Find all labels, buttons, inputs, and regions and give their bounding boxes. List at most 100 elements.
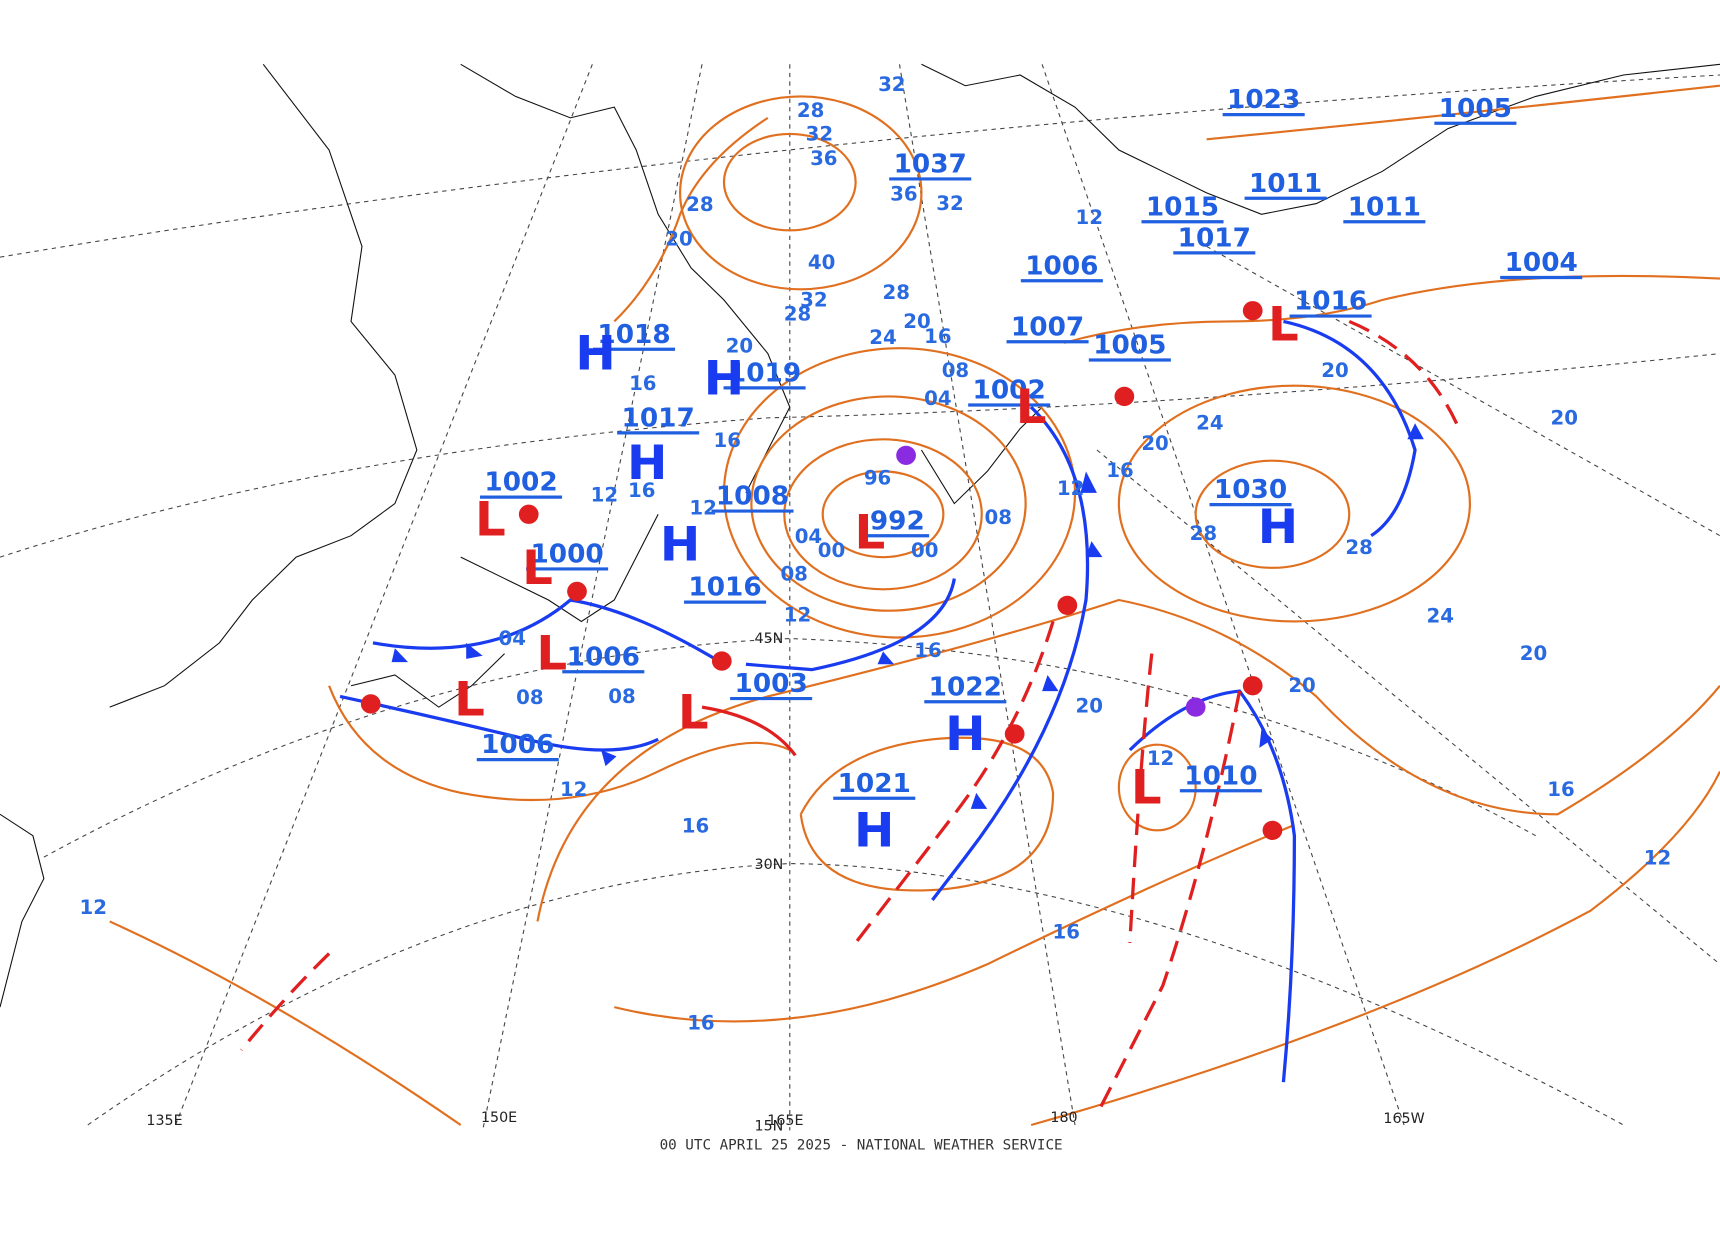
isobar-label: 16 [914,639,941,662]
center-letter: L [522,541,553,595]
center-pressure: 1011 [1348,193,1421,223]
isobar-label: 24 [1427,605,1454,628]
center-pressure: 1006 [1025,252,1098,282]
center-letter: H [575,327,615,381]
isobar-label: 20 [665,228,692,251]
grid-label: 165E [767,1113,803,1129]
isobar-label: 20 [726,335,753,358]
isobar-label: 12 [784,604,811,627]
isobar-label: 28 [882,281,909,304]
isobar-label: 16 [924,325,951,348]
grid-label: 15N [755,1118,784,1134]
isobar-label: 08 [984,506,1011,529]
center-pressure: 1006 [567,643,640,673]
center-pressure: 1019 [728,359,801,389]
isobar-label: 20 [1141,432,1168,455]
isobar-label: 32 [878,73,905,96]
grid-label: 165W [1383,1111,1424,1127]
isobar-label: 04 [499,627,526,650]
center-pressure: 1022 [929,673,1002,703]
isobar-label: 12 [1057,477,1084,500]
isobar-label: 32 [936,192,963,215]
isobar-label: 24 [1196,412,1223,435]
isobar-label: 16 [687,1012,714,1035]
center-letter: L [454,673,485,727]
center-pressure: 1010 [1184,762,1257,792]
coastlines [0,63,1720,1008]
center-letter: H [945,708,985,762]
isobar-label: 16 [629,372,656,395]
grid-label: 135E [146,1113,182,1129]
isobar-label: 40 [808,251,835,274]
center-pressure: 1017 [1178,224,1251,254]
center-pressure: 1023 [1227,85,1300,115]
center-pressure: 1017 [622,404,695,434]
center-pressure: 1015 [1146,193,1219,223]
isobar-label: 12 [1147,747,1174,770]
isobar-label: 12 [689,496,716,519]
isobar-label: 08 [780,563,807,586]
grid-label: 30N [755,857,784,873]
center-pressure: 1002 [973,376,1046,406]
center-pressure: 1030 [1214,475,1287,505]
center-pressure: 1016 [1294,287,1367,317]
isobar-label: 20 [1076,695,1103,718]
isobar-label: 20 [1288,674,1315,697]
isobar-label: 96 [864,466,891,489]
grid-label: 45N [755,631,784,647]
center-letter: H [627,436,667,490]
isobar-label: 28 [1190,522,1217,545]
isobar-label: 04 [924,387,951,410]
grid-label: 180 [1050,1110,1077,1126]
isobar-label: 20 [1520,642,1547,665]
center-pressure: 1003 [735,669,808,699]
isobar-label: 12 [80,896,107,919]
isobar-label: 16 [682,815,709,838]
isobar-label: 16 [1106,459,1133,482]
isobar-label: 28 [1345,536,1372,559]
isobar-label: 20 [1551,406,1578,429]
isobar-label: 28 [686,193,713,216]
center-pressure: 1008 [716,482,789,512]
isobar-label: 08 [516,686,543,709]
center-pressure: 1021 [838,769,911,799]
center-letter: L [854,506,885,560]
isobar-label: 04 [795,525,822,548]
isobar-label: 28 [797,99,824,122]
center-pressure: 1037 [894,150,967,180]
isobar-label: 00 [911,539,938,562]
center-pressure: 1002 [484,468,557,498]
center-pressure: 1007 [1011,313,1084,343]
center-pressure: 1005 [1439,94,1512,124]
center-pressure: 1018 [597,320,670,350]
fronts [240,301,1461,1116]
center-letter: H [1258,501,1298,555]
isobar-label: 12 [1644,847,1671,870]
isobar-label: 12 [560,778,587,801]
center-letter: H [854,804,894,858]
isobar-label: 24 [869,326,896,349]
isobar-label: 12 [591,484,618,507]
isobar-label: 36 [810,147,837,170]
center-pressure: 1000 [530,540,603,570]
center-pressure: 992 [870,507,925,537]
center-letter: L [536,627,567,681]
center-letter: L [678,686,709,740]
isobar-label: 32 [800,289,827,312]
isobar-label: 16 [628,479,655,502]
center-pressure: 1016 [688,573,761,603]
footer: 00 UTC APRIL 25 2025 - NATIONAL WEATHER … [660,1138,1063,1154]
center-letter: L [1016,381,1047,435]
isobar-label: 32 [806,123,833,146]
isobar-label: 16 [714,429,741,452]
isobar-label: 08 [608,685,635,708]
isobar-label: 12 [1076,206,1103,229]
isobar-label: 36 [890,183,917,206]
isobar-label: 16 [1052,921,1079,944]
center-letter: L [1131,761,1162,815]
center-pressure: 1006 [481,730,554,760]
center-letter: L [475,493,506,547]
